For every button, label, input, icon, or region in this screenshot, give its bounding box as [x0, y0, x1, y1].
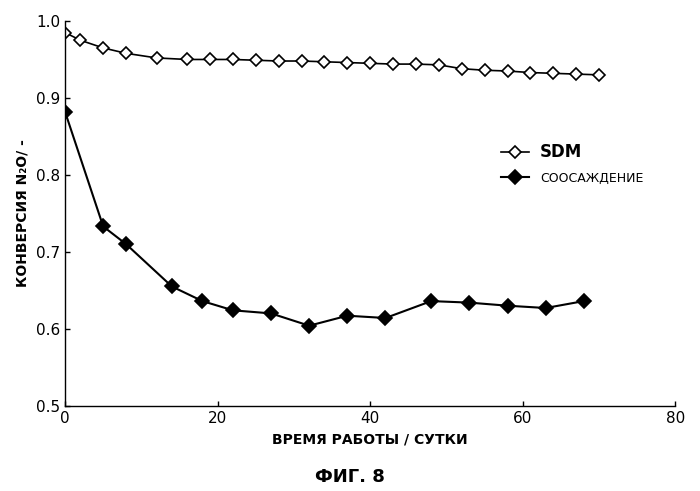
SDM	[458, 66, 466, 72]
SDM	[153, 55, 161, 61]
X-axis label: ВРЕМЯ РАБОТЫ / СУТКИ: ВРЕМЯ РАБОТЫ / СУТКИ	[272, 433, 468, 446]
Line: SDM: SDM	[61, 28, 603, 79]
SDM	[480, 67, 489, 73]
Legend: SDM, СООСАЖДЕНИЕ: SDM, СООСАЖДЕНИЕ	[494, 136, 650, 191]
СООСАЖДЕНИЕ	[503, 303, 512, 309]
SDM	[206, 56, 214, 62]
SDM	[274, 58, 283, 64]
SDM	[99, 45, 107, 51]
SDM	[503, 68, 512, 74]
СООСАЖДЕНИЕ	[343, 313, 351, 319]
СООСАЖДЕНИЕ	[198, 298, 206, 304]
СООСАЖДЕНИЕ	[542, 305, 550, 311]
SDM	[412, 61, 420, 67]
СООСАЖДЕНИЕ	[122, 241, 130, 247]
SDM	[366, 60, 375, 66]
SDM	[320, 59, 328, 65]
СООСАЖДЕНИЕ	[61, 109, 69, 115]
SDM	[61, 29, 69, 35]
SDM	[229, 56, 237, 62]
Y-axis label: КОНВЕРСИЯ N₂O/ -: КОНВЕРСИЯ N₂O/ -	[15, 139, 29, 287]
СООСАЖДЕНИЕ	[427, 298, 435, 304]
СООСАЖДЕНИЕ	[267, 310, 275, 316]
СООСАЖДЕНИЕ	[580, 298, 588, 304]
Text: ФИГ. 8: ФИГ. 8	[315, 468, 385, 486]
СООСАЖДЕНИЕ	[382, 315, 390, 321]
СООСАЖДЕНИЕ	[168, 283, 176, 289]
Line: СООСАЖДЕНИЕ: СООСАЖДЕНИЕ	[60, 107, 589, 330]
SDM	[435, 62, 443, 68]
СООСАЖДЕНИЕ	[99, 223, 107, 229]
SDM	[526, 70, 535, 76]
SDM	[549, 70, 557, 76]
СООСАЖДЕНИЕ	[305, 323, 314, 328]
SDM	[122, 51, 130, 56]
SDM	[572, 71, 580, 77]
SDM	[251, 57, 260, 63]
SDM	[343, 59, 351, 65]
SDM	[298, 58, 306, 64]
SDM	[76, 37, 85, 43]
СООСАЖДЕНИЕ	[466, 300, 474, 305]
СООСАЖДЕНИЕ	[229, 307, 237, 313]
SDM	[183, 56, 191, 62]
SDM	[595, 72, 603, 78]
SDM	[389, 61, 398, 67]
